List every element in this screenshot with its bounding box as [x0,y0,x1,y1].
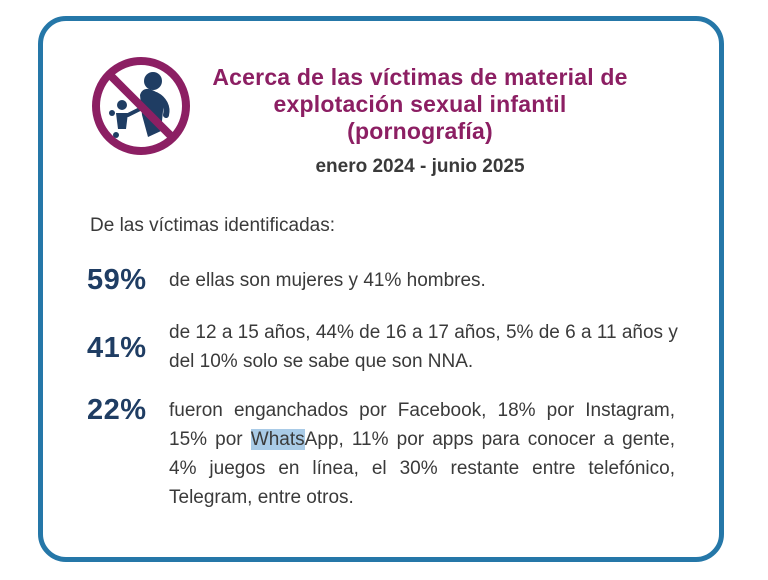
page-title: Acerca de las víctimas de material de ex… [212,64,628,144]
stat-description: de ellas son mujeres y 41% hombres. [169,270,486,291]
intro-text: De las víctimas identificadas: [90,215,335,236]
text-selection-highlight[interactable]: Whats [250,429,305,450]
stat-description: fueron enganchados por Facebook, 18% por… [169,396,675,512]
stat-text-part: App, 11% por apps para conocer a gente, … [169,429,675,508]
stat-text-part: fueron enganchados por Facebook, 18% por… [169,400,675,450]
date-range: enero 2024 - junio 2025 [315,156,525,177]
stat-percent: 41% [87,332,147,364]
stat-percent: 22% [87,394,147,426]
prohibited-child-exploitation-icon [90,55,192,157]
stat-description: de 12 a 15 años, 44% de 16 a 17 años, 5%… [169,322,678,372]
stat-percent: 59% [87,264,147,296]
